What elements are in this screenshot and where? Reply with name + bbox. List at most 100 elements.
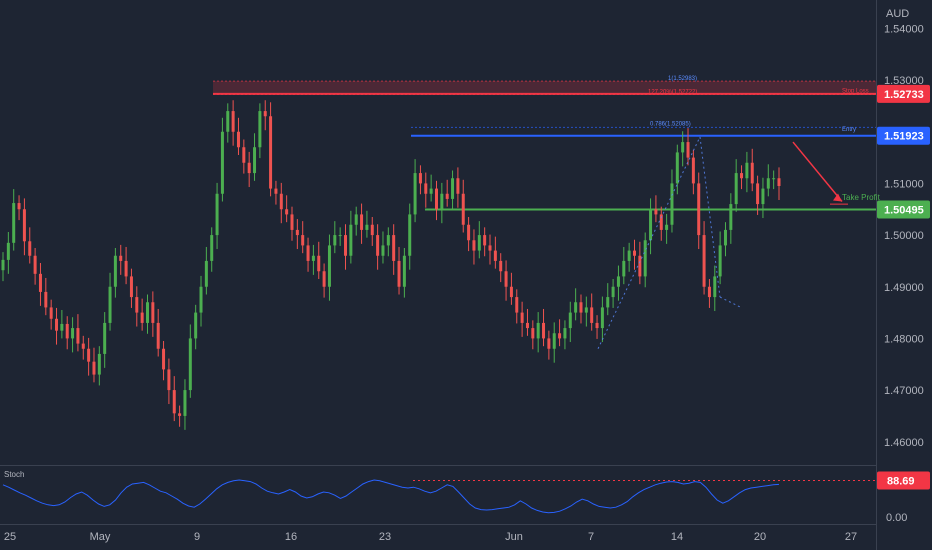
- candle-body: [750, 162, 754, 184]
- stop-loss-annotation: Stop Loss: [842, 88, 869, 94]
- candle-body: [338, 235, 342, 237]
- candle-body: [301, 235, 305, 246]
- candle-body: [124, 260, 128, 277]
- x-tick-label: 25: [4, 531, 16, 543]
- y-tick-label: 1.49000: [884, 282, 924, 294]
- candle-body: [145, 302, 149, 323]
- candle-body: [520, 312, 524, 323]
- candle-body: [408, 214, 412, 256]
- candle-body: [285, 209, 289, 215]
- stoch-line: [2, 479, 780, 514]
- candle-body: [402, 255, 406, 287]
- candle-body: [531, 328, 535, 339]
- candle-body: [493, 250, 497, 261]
- candle-body: [344, 235, 348, 256]
- candle-body: [472, 240, 476, 251]
- candle-body: [547, 338, 551, 349]
- candle-body: [665, 224, 669, 230]
- candle-body: [456, 178, 460, 194]
- x-tick-label: 7: [588, 531, 594, 543]
- candle-body: [509, 286, 513, 298]
- candle-body: [354, 214, 358, 225]
- candle-body: [129, 276, 133, 298]
- price-label-box: [877, 200, 930, 219]
- candle-body: [643, 240, 647, 277]
- candle-body: [697, 183, 701, 236]
- candle-body: [317, 255, 321, 272]
- candle-body: [295, 229, 299, 236]
- candle-body: [247, 162, 251, 174]
- stoch-tick-label: 0.00: [886, 512, 907, 524]
- candle-body: [274, 188, 278, 194]
- candle-body: [215, 193, 219, 236]
- candle-body: [558, 333, 562, 339]
- candle-body: [65, 323, 69, 339]
- candle-body: [654, 209, 658, 215]
- candle-body: [691, 157, 695, 184]
- candle-body: [429, 188, 433, 194]
- candle-body: [188, 338, 192, 391]
- candle-body: [740, 173, 744, 179]
- candle-body: [766, 178, 770, 189]
- candle-body: [713, 276, 717, 298]
- candle-body: [686, 142, 690, 158]
- candle-body: [418, 173, 422, 184]
- candle-body: [633, 250, 637, 256]
- candle-body: [12, 203, 16, 243]
- fib-entry-label: 0.786(1.52085): [650, 121, 691, 127]
- y-tick-label: 1.47000: [884, 385, 924, 397]
- candle-body: [253, 147, 257, 174]
- candle-body: [745, 162, 749, 179]
- price-label-text: 1.52733: [884, 89, 924, 101]
- candle-body: [81, 343, 85, 349]
- fib-top-label: 1(1.52983): [668, 76, 697, 82]
- candle-body: [156, 322, 160, 349]
- x-tick-label: 27: [845, 531, 857, 543]
- candle-body: [306, 245, 310, 261]
- candle-body: [397, 260, 401, 287]
- candle-body: [579, 302, 583, 313]
- candle-body: [236, 131, 240, 148]
- candle-body: [97, 353, 101, 375]
- pattern-line: [699, 136, 721, 298]
- candle-body: [552, 333, 556, 349]
- candle-body: [649, 209, 653, 241]
- candle-body: [590, 307, 594, 323]
- candle-body: [434, 188, 438, 210]
- candle-body: [258, 111, 262, 148]
- candle-body: [108, 286, 112, 323]
- candle-body: [76, 328, 80, 344]
- candle-body: [504, 271, 508, 287]
- price-label-text: 1.51923: [884, 131, 924, 143]
- candle-body: [71, 328, 75, 339]
- candle-body: [204, 260, 208, 287]
- y-tick-label: 1.54000: [884, 23, 924, 35]
- price-label-text: 1.50495: [884, 205, 924, 217]
- y-tick-label: 1.46000: [884, 437, 924, 449]
- candle-body: [675, 152, 679, 184]
- candle-body: [424, 183, 428, 194]
- candle-body: [574, 302, 578, 313]
- candle-body: [622, 260, 626, 277]
- candle-body: [226, 111, 230, 132]
- candle-body: [467, 224, 471, 241]
- candle-body: [659, 214, 663, 230]
- candle-body: [365, 224, 369, 230]
- candle-body: [162, 348, 166, 370]
- price-label-box: [877, 126, 930, 145]
- candle-body: [499, 260, 503, 272]
- candle-body: [370, 224, 374, 236]
- candle-body: [734, 173, 738, 205]
- candle-body: [290, 214, 294, 230]
- candle-body: [17, 203, 21, 210]
- candle-body: [55, 318, 59, 331]
- candle-body: [33, 255, 37, 274]
- candle-body: [140, 312, 144, 323]
- candle-body: [49, 307, 53, 319]
- candle-body: [761, 188, 765, 205]
- candle-body: [718, 245, 722, 277]
- candle-body: [488, 245, 492, 251]
